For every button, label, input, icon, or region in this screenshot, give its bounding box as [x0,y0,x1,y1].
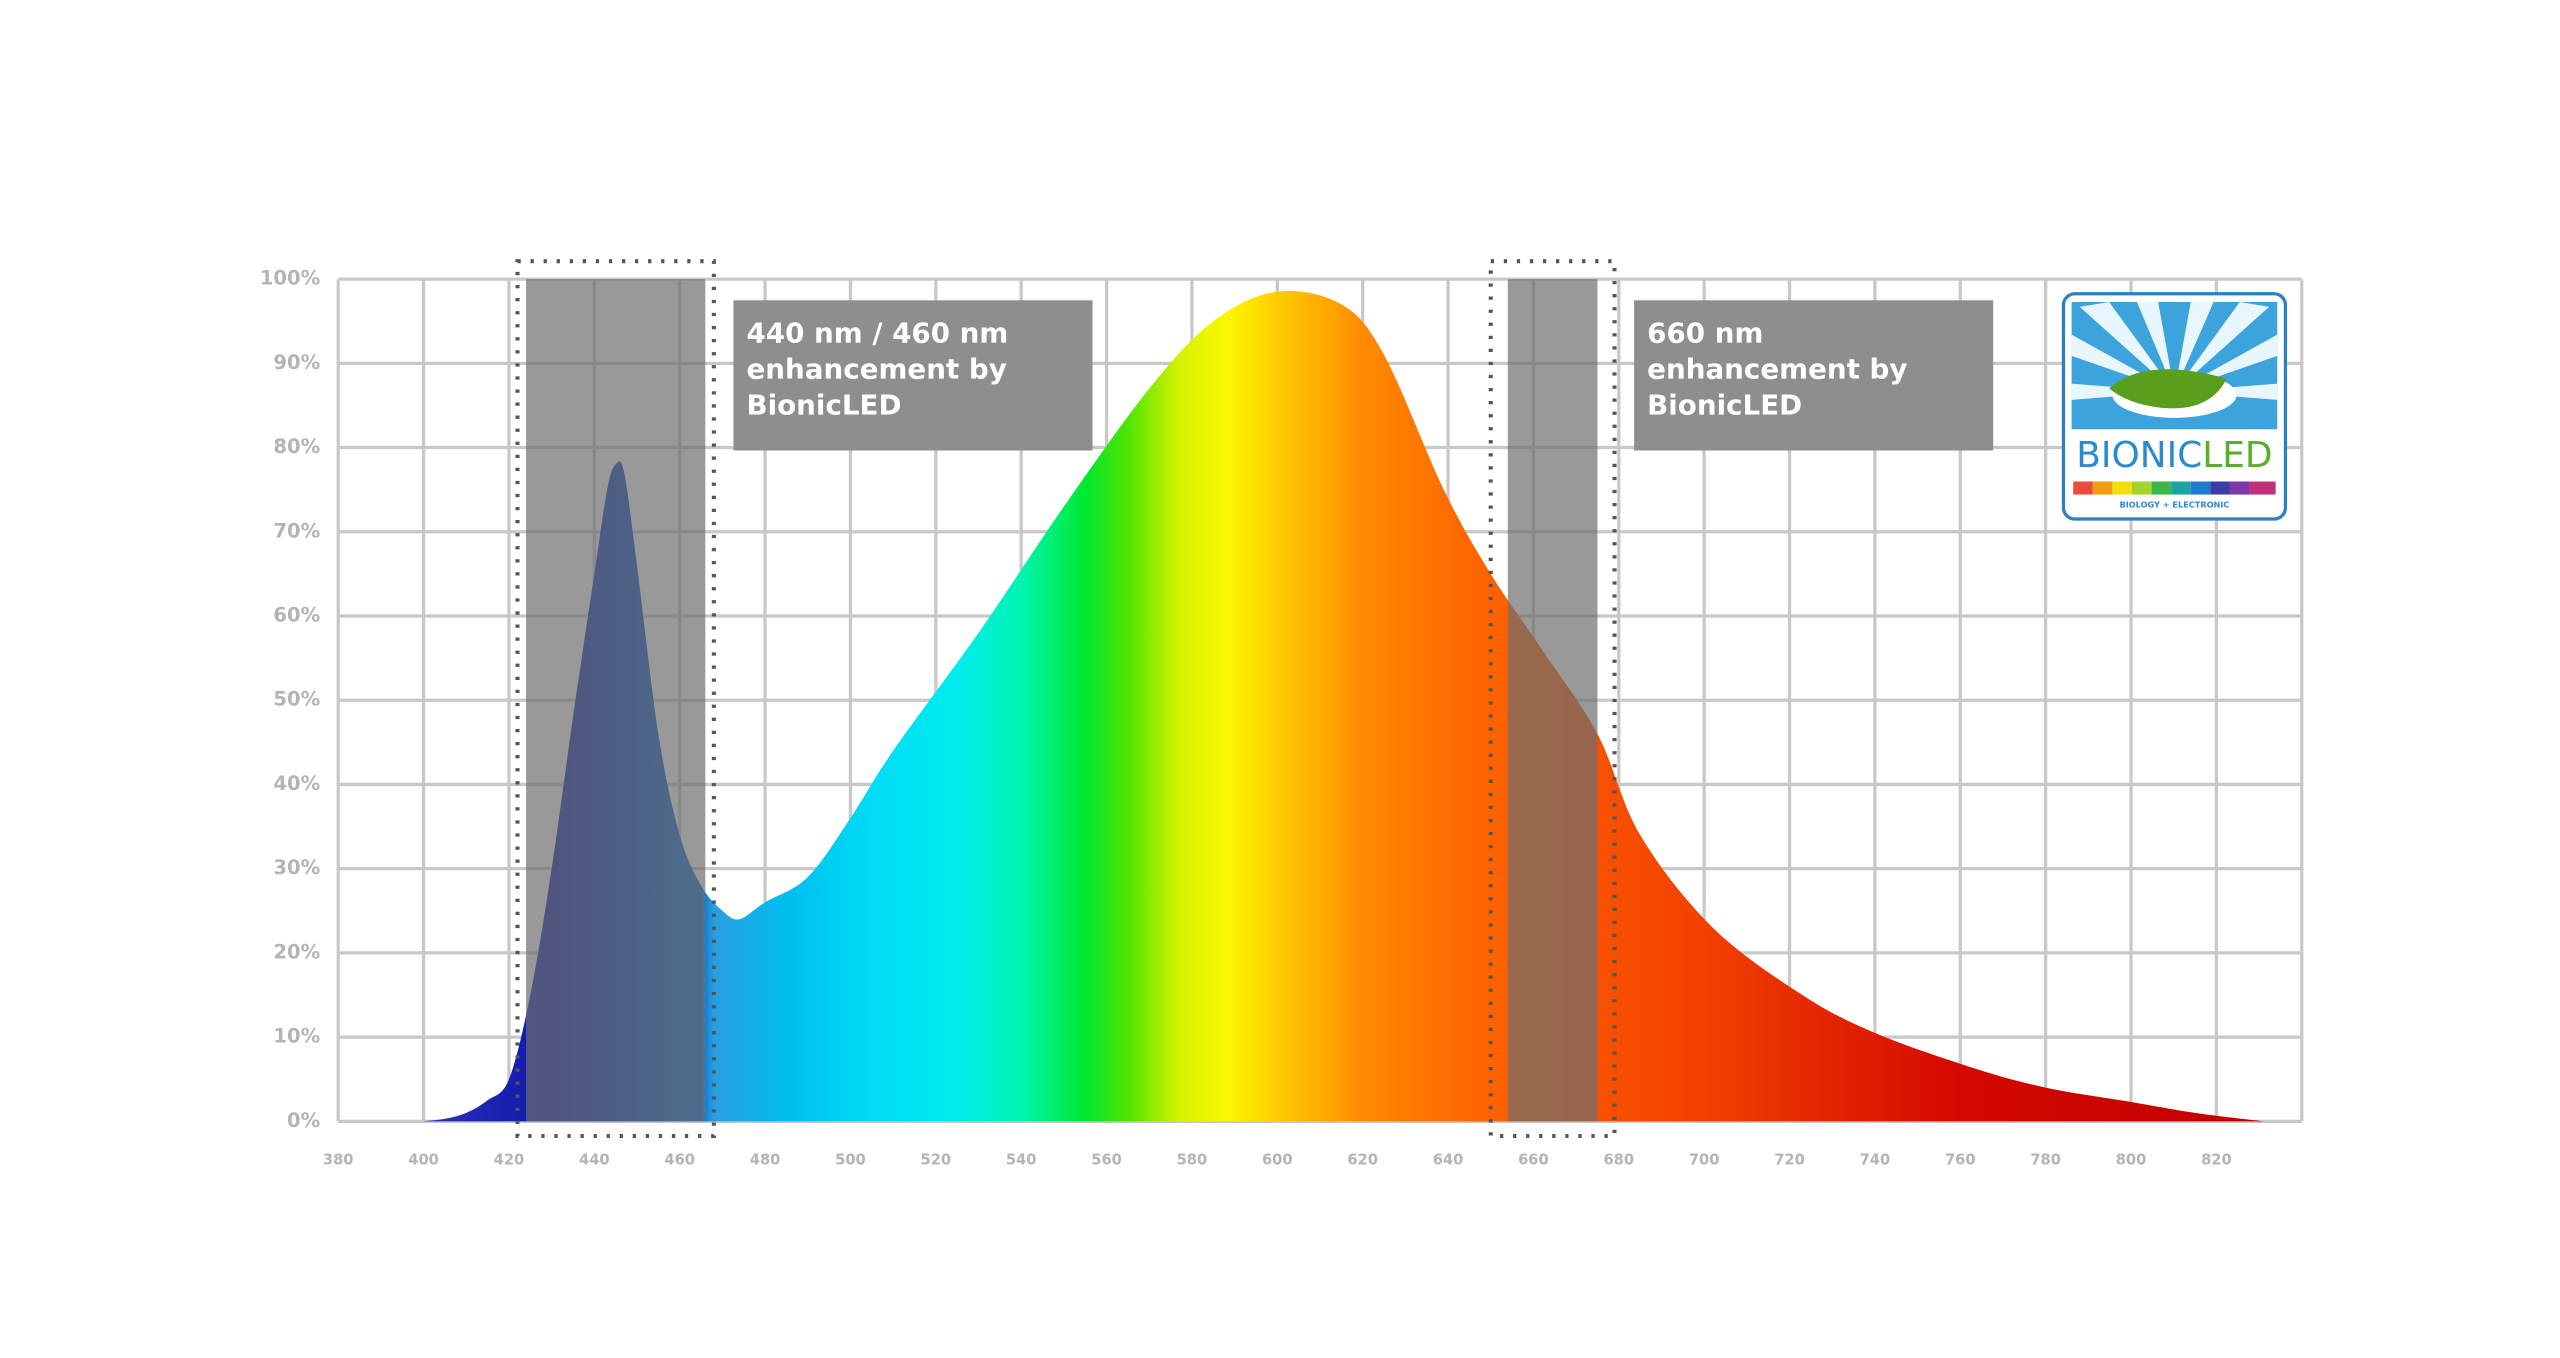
annotation-box [733,300,1093,451]
annotation-text: enhancement by [746,353,1006,386]
x-tick-label: 800 [2116,1152,2147,1169]
y-tick-label: 100% [260,267,320,290]
x-tick-label: 740 [1860,1152,1891,1169]
y-tick-label: 10% [273,1025,320,1048]
x-tick-label: 420 [494,1152,525,1169]
y-tick-label: 50% [273,688,320,711]
logo-part2: LED [2202,435,2272,476]
y-tick-label: 80% [273,435,320,458]
logo-tagline: BIOLOGY + ELECTRONIC [2119,500,2229,510]
logo-colorbar [2073,481,2276,495]
y-tick-label: 60% [273,603,320,626]
x-tick-label: 680 [1603,1152,1634,1169]
logo: BIONICLED BIOLOGY + ELECTRONIC [2061,292,2288,521]
x-tick-label: 580 [1177,1152,1208,1169]
x-tick-label: 780 [2030,1152,2061,1169]
x-tick-label: 820 [2201,1152,2232,1169]
y-tick-label: 40% [273,772,320,795]
logo-text: BIONICLED [2076,435,2272,476]
spectrum-area [423,290,2264,1122]
annotation-text: enhancement by [1647,353,1907,386]
y-tick-label: 20% [273,940,320,963]
x-tick-label: 480 [750,1152,781,1169]
highlight-box [1488,259,1617,1139]
x-tick-label: 540 [1006,1152,1037,1169]
plot-area [423,290,2264,1122]
y-tick-label: 90% [273,351,320,374]
x-tick-label: 380 [323,1152,354,1169]
annotation-text: 440 nm / 460 nm [746,317,1008,350]
x-tick-label: 600 [1262,1152,1293,1169]
annotation-text: BionicLED [1647,389,1802,422]
x-tick-label: 720 [1774,1152,1805,1169]
logo-leaf [2109,369,2227,409]
x-tick-label: 460 [664,1152,695,1169]
x-tick-label: 520 [920,1152,951,1169]
x-tick-label: 760 [1945,1152,1976,1169]
annotation-text: 660 nm [1647,317,1763,350]
annotation-box [1634,300,1994,451]
x-tick-label: 620 [1347,1152,1378,1169]
highlight-band [526,279,706,1122]
annotation-text: BionicLED [746,389,901,422]
x-tick-label: 700 [1689,1152,1720,1169]
x-tick-label: 500 [835,1152,866,1169]
y-tick-label: 30% [273,856,320,879]
y-tick-label: 70% [273,519,320,542]
logo-part1: BIONIC [2076,435,2202,476]
x-tick-label: 440 [579,1152,610,1169]
y-tick-label: 0% [287,1109,320,1132]
x-tick-label: 660 [1518,1152,1549,1169]
x-tick-label: 560 [1091,1152,1122,1169]
x-tick-label: 400 [408,1152,439,1169]
highlight-band [1507,279,1598,1122]
x-tick-label: 640 [1433,1152,1464,1169]
